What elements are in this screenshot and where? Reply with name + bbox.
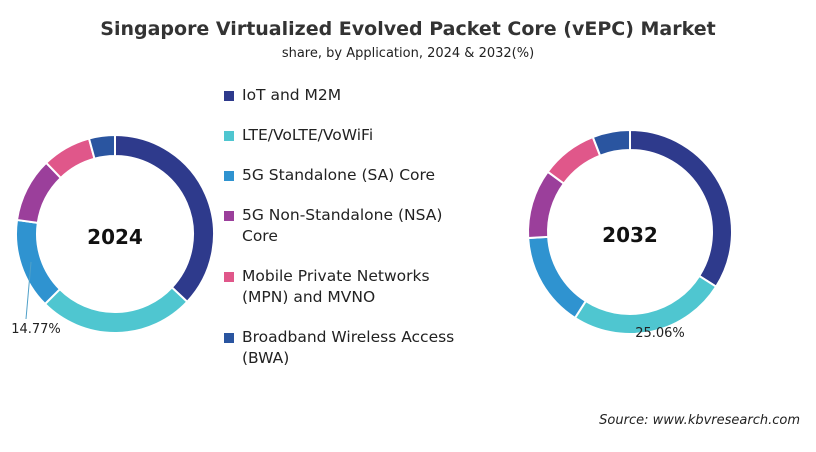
legend-swatch (224, 91, 234, 101)
legend-swatch (224, 171, 234, 181)
leader-line (25, 261, 32, 320)
legend-item: Broadband Wireless Access (BWA) (224, 327, 474, 369)
legend-item: Mobile Private Networks (MPN) and MVNO (224, 266, 474, 308)
donut-segment (87, 133, 116, 160)
legend-label: 5G Standalone (SA) Core (242, 166, 436, 184)
legend-item: IoT and M2M (224, 85, 474, 106)
legend-item: 5G Standalone (SA) Core (224, 165, 474, 186)
source: Source: www.kbvresearch.com (599, 413, 800, 428)
donut-segment (629, 128, 733, 289)
donut-segment (527, 235, 588, 320)
donut-segment (15, 218, 62, 306)
subtitle: share, by Application, 2024 & 2032(%) (281, 46, 535, 61)
donut-segment (114, 133, 215, 304)
legend-item: LTE/VoLTE/VoWiFi (224, 125, 474, 146)
donut-segment (43, 285, 189, 334)
donut-segment (591, 128, 631, 157)
legend-label: 5G Non-Standalone (NSA) Core (242, 206, 443, 245)
data-label: 25.06% (635, 326, 685, 341)
donut-segment (527, 170, 566, 240)
legend: IoT and M2M LTE/VoLTE/VoWiFi 5G Standalone… (224, 85, 474, 388)
center-label: 2032 (602, 223, 658, 247)
title: Singapore Virtualized Evolved Packet Cor… (100, 18, 716, 40)
legend-swatch (224, 131, 234, 141)
legend-swatch (224, 211, 234, 221)
legend-swatch (224, 333, 234, 343)
legend-swatch (224, 272, 234, 282)
data-label: 14.77% (11, 322, 61, 337)
legend-label: IoT and M2M (242, 86, 342, 104)
center-label: 2024 (87, 225, 143, 249)
legend-label: LTE/VoLTE/VoWiFi (242, 126, 374, 144)
legend-label: Mobile Private Networks (MPN) and MVNO (242, 267, 430, 306)
legend-label: Broadband Wireless Access (BWA) (242, 328, 455, 367)
legend-item: 5G Non-Standalone (NSA) Core (224, 205, 474, 247)
donut-segment (546, 135, 602, 185)
